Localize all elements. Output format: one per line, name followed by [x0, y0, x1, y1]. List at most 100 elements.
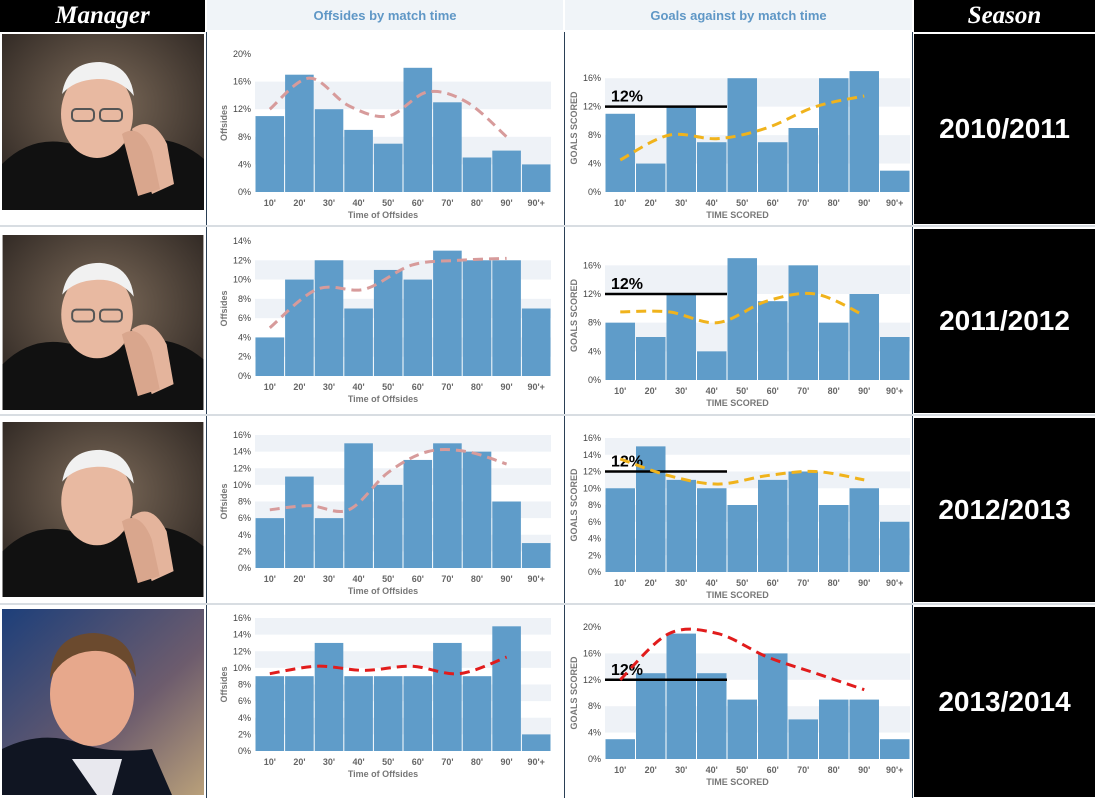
y-tick-label: 10% [233, 480, 251, 490]
x-tick-label: 40' [706, 765, 718, 775]
bar-30 [314, 109, 344, 192]
manager-photo-moyes [2, 609, 204, 795]
y-tick-label: 12% [233, 104, 251, 114]
y-tick-label: 16% [233, 77, 251, 87]
bar-40 [344, 443, 373, 568]
bar-10 [255, 676, 285, 751]
bar-10 [605, 739, 635, 759]
x-tick-label: 10' [614, 765, 626, 775]
bar-90 [492, 260, 521, 376]
x-tick-label: 30' [323, 757, 335, 767]
bar-30 [666, 633, 696, 759]
x-tick-label: 70' [441, 574, 453, 584]
x-axis-label: TIME SCORED [706, 210, 769, 220]
x-tick-label: 40' [706, 198, 718, 208]
x-tick-label: 70' [441, 382, 453, 392]
offsides-chart-2010-2011: 0% 4% 8% 12% 16% 20% Offsides 10' 20' 30' 40' 50' 60… [207, 34, 563, 224]
x-tick-label: 80' [828, 198, 840, 208]
y-tick-label: 4% [238, 159, 251, 169]
bar-90plus [521, 543, 551, 568]
x-tick-label: 90' [858, 578, 870, 588]
y-tick-label: 2% [238, 546, 251, 556]
x-tick-label: 30' [323, 198, 335, 208]
y-axis-label: Offsides [219, 666, 229, 702]
bar-60 [403, 676, 433, 751]
y-tick-label: 16% [583, 433, 601, 443]
bar-10 [605, 113, 635, 192]
goals-chart-2012-2013: 0% 2% 4% 6% 8% 10% 12% 14% 16% GOALS SCORED 10' 20'… [565, 418, 912, 602]
y-tick-label: 12% [583, 467, 601, 477]
x-tick-label: 60' [412, 382, 424, 392]
bar-90plus [521, 734, 551, 751]
x-tick-label: 20' [293, 757, 305, 767]
y-tick-label: 6% [238, 696, 251, 706]
x-tick-label: 30' [675, 765, 687, 775]
season-label: 2013/2014 [914, 607, 1095, 797]
season-label: 2010/2011 [914, 34, 1095, 224]
x-tick-label: 90'+ [886, 578, 903, 588]
y-tick-label: 10% [233, 663, 251, 673]
x-axis-label: Time of Offsides [348, 586, 418, 596]
bar-40 [697, 488, 727, 572]
x-tick-label: 10' [614, 198, 626, 208]
bar-20 [285, 676, 314, 751]
y-tick-label: 0% [238, 563, 251, 573]
grid-band [605, 438, 910, 455]
x-tick-label: 90' [501, 198, 513, 208]
x-tick-label: 80' [471, 198, 483, 208]
y-tick-label: 14% [233, 447, 251, 457]
bar-40 [697, 142, 727, 192]
bar-50 [373, 484, 403, 568]
y-tick-label: 8% [588, 130, 601, 140]
alex-ferguson-photo-icon [2, 34, 204, 210]
x-axis-label: TIME SCORED [706, 777, 769, 787]
bar-20 [285, 476, 314, 568]
y-tick-label: 8% [238, 497, 251, 507]
bar-40 [344, 676, 373, 751]
y-tick-label: 12% [583, 675, 601, 685]
bar-60 [403, 279, 433, 376]
offsides-chart-2011-2012: 0% 2% 4% 6% 8% 10% 12% 14% Offsides 10' 20' 30' 40' 5… [207, 229, 563, 413]
x-tick-label: 60' [412, 574, 424, 584]
x-tick-label: 10' [264, 757, 276, 767]
bar-20 [636, 163, 666, 192]
bar-10 [605, 488, 635, 572]
x-tick-label: 30' [675, 198, 687, 208]
x-tick-label: 90' [501, 574, 513, 584]
reference-line-label: 12% [611, 89, 643, 106]
goals-chart-svg: 0% 2% 4% 6% 8% 10% 12% 14% 16% GOALS SCORED 10' 20'… [569, 433, 910, 600]
x-tick-label: 70' [441, 198, 453, 208]
x-tick-label: 50' [382, 198, 394, 208]
x-tick-label: 70' [797, 198, 809, 208]
goals-chart-svg: 0% 4% 8% 12% 16% 20% GOALS SCORED 10' 20' 30' 40' 5… [569, 622, 910, 787]
bar-50 [727, 505, 757, 572]
bar-70 [788, 471, 818, 572]
y-axis-label: GOALS SCORED [569, 656, 579, 730]
y-tick-label: 0% [238, 371, 251, 381]
bar-80 [462, 157, 492, 192]
x-tick-label: 70' [797, 765, 809, 775]
y-tick-label: 6% [588, 517, 601, 527]
x-tick-label: 80' [828, 765, 840, 775]
x-tick-label: 20' [645, 578, 657, 588]
y-tick-label: 12% [233, 255, 251, 265]
bar-90plus [521, 164, 551, 192]
bar-70 [788, 128, 818, 192]
bar-20 [636, 673, 666, 759]
manager-column-header: Manager [0, 0, 205, 32]
y-axis-label: Offsides [219, 290, 229, 326]
bar-80 [819, 699, 849, 759]
y-tick-label: 12% [583, 102, 601, 112]
bar-80 [462, 676, 492, 751]
y-tick-label: 8% [588, 701, 601, 711]
offsides-chart-svg: 0% 2% 4% 6% 8% 10% 12% 14% 16% Offsides 10' 20' 30' 4… [219, 430, 551, 596]
y-tick-label: 4% [238, 332, 251, 342]
x-tick-label: 90'+ [527, 382, 544, 392]
bar-60 [758, 301, 788, 380]
bar-50 [727, 699, 757, 759]
y-tick-label: 4% [588, 346, 601, 356]
y-tick-label: 20% [233, 49, 251, 59]
grid-band [255, 618, 551, 635]
bar-80 [819, 505, 849, 572]
goals-chart-title: Goals against by match time [565, 0, 912, 30]
